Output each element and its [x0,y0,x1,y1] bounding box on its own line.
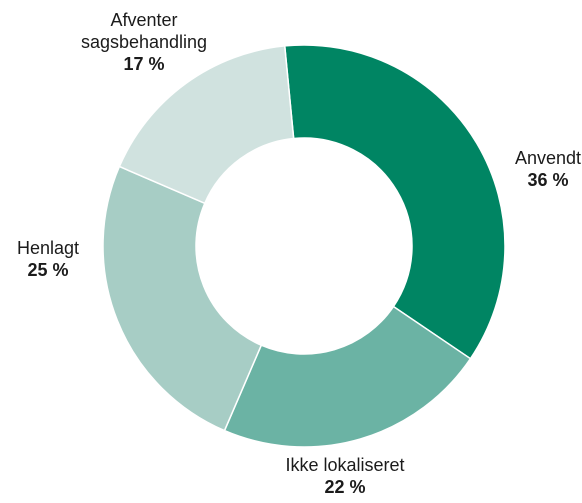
slice-category-label: Anvendt [515,148,581,168]
slice-category-label: Ikke lokaliseret [285,455,404,475]
slice-value-label: 25 % [27,260,68,280]
slice-value-label: 22 % [324,477,365,497]
donut-slice-3 [102,165,263,432]
donut-slice-1 [283,44,506,360]
slice-value-label: 36 % [527,170,568,190]
slice-category-label: sagsbehandling [81,32,207,52]
slice-category-label: Henlagt [17,238,79,258]
slice-value-label: 17 % [123,54,164,74]
donut-slice-4 [118,45,295,205]
donut-slices [102,44,506,448]
donut-slice-2 [223,305,472,448]
slice-category-label: Afventer [110,10,177,30]
